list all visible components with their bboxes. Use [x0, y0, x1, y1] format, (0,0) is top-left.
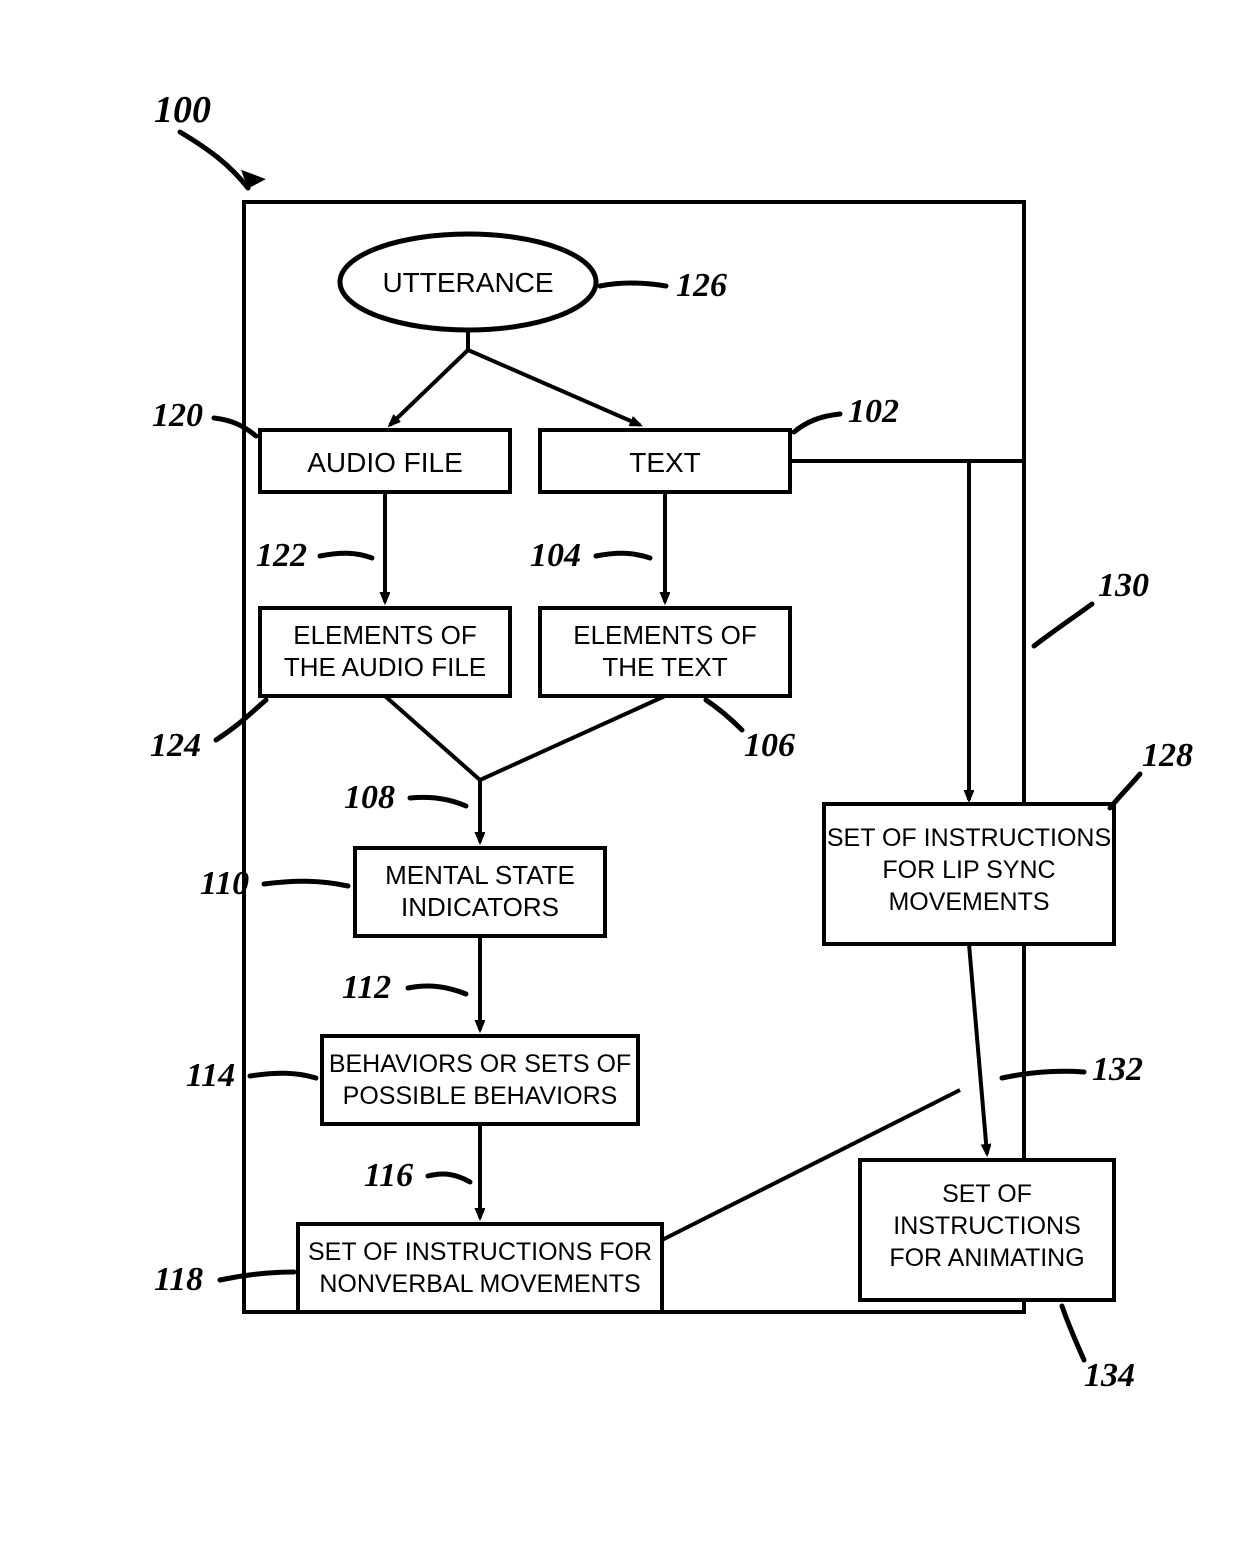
callout-114: 114 — [186, 1057, 235, 1094]
hook-118 — [220, 1272, 294, 1280]
callout-134: 134 — [1084, 1357, 1135, 1394]
node-lipsync-l2: FOR LIP SYNC — [882, 856, 1055, 884]
edge-lipsync-animating — [969, 944, 987, 1154]
hook-102 — [794, 414, 840, 432]
callout-110: 110 — [200, 865, 249, 902]
node-behaviors-l2: POSSIBLE BEHAVIORS — [343, 1082, 618, 1110]
node-behaviors-l1: BEHAVIORS OR SETS OF — [329, 1050, 631, 1078]
hook-122 — [320, 553, 372, 558]
outer-frame — [244, 202, 1024, 1312]
node-text-label: TEXT — [629, 447, 701, 478]
hook-116 — [428, 1174, 470, 1182]
callout-122: 122 — [256, 537, 307, 574]
callout-116: 116 — [364, 1157, 413, 1194]
callout-132: 132 — [1092, 1051, 1143, 1088]
node-animating-l2: INSTRUCTIONS — [893, 1212, 1081, 1240]
edge-utterance-audio — [390, 350, 468, 425]
callout-120: 120 — [152, 397, 203, 434]
node-utterance-label: UTTERANCE — [382, 267, 553, 298]
node-audio-file-label: AUDIO FILE — [307, 447, 463, 478]
hook-110 — [264, 881, 348, 886]
node-elements-audio-l2: THE AUDIO FILE — [284, 652, 486, 682]
node-lipsync-l1: SET OF INSTRUCTIONS — [827, 824, 1111, 852]
hook-126 — [600, 283, 666, 286]
hook-130 — [1034, 604, 1092, 646]
edge-merge-b — [480, 696, 665, 780]
node-nonverbal-l2: NONVERBAL MOVEMENTS — [319, 1270, 640, 1298]
node-mental-state-l1: MENTAL STATE — [385, 860, 575, 890]
callout-104: 104 — [530, 537, 581, 574]
callout-118: 118 — [154, 1261, 203, 1298]
callout-124: 124 — [150, 727, 201, 764]
hook-120 — [214, 418, 256, 436]
hook-100 — [180, 132, 248, 188]
edge-merge-a — [385, 696, 480, 780]
edge-utterance-text — [468, 350, 640, 425]
callout-126: 126 — [676, 267, 727, 304]
hook-112 — [408, 986, 466, 994]
hook-134 — [1062, 1306, 1084, 1360]
node-elements-text-l1: ELEMENTS OF — [573, 620, 756, 650]
callout-112: 112 — [342, 969, 391, 1006]
hook-132 — [1002, 1071, 1084, 1078]
hook-108 — [410, 797, 466, 806]
hook-114 — [250, 1073, 316, 1078]
callout-128: 128 — [1142, 737, 1193, 774]
hook-104 — [596, 553, 650, 558]
callout-102: 102 — [848, 393, 899, 430]
node-elements-text-l2: THE TEXT — [602, 652, 727, 682]
node-nonverbal-l1: SET OF INSTRUCTIONS FOR — [308, 1238, 652, 1266]
hook-128 — [1110, 774, 1140, 808]
hook-106 — [706, 700, 742, 730]
node-mental-state-l2: INDICATORS — [401, 892, 559, 922]
hook-124 — [216, 700, 266, 740]
node-animating-l1: SET OF — [942, 1180, 1032, 1208]
callout-106: 106 — [744, 727, 795, 764]
callout-100: 100 — [154, 89, 211, 131]
callout-130: 130 — [1098, 567, 1149, 604]
callout-108: 108 — [344, 779, 395, 816]
node-animating-l3: FOR ANIMATING — [889, 1244, 1084, 1272]
node-lipsync-l3: MOVEMENTS — [888, 888, 1049, 916]
node-elements-audio-l1: ELEMENTS OF — [293, 620, 476, 650]
